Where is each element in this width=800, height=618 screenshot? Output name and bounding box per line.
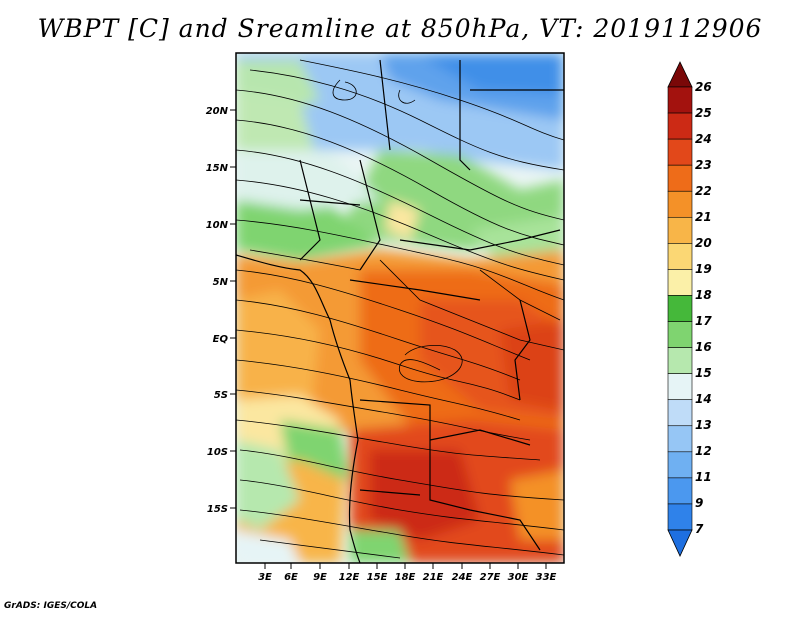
- lon-label-24e: 24E: [452, 572, 473, 583]
- lat-label-20n: 20N: [206, 106, 229, 117]
- colorbar-segment: [667, 86, 693, 114]
- colorbar-segment: [667, 295, 693, 322]
- colorbar-segment: [667, 138, 693, 166]
- colorbar-label-24: 24: [695, 132, 712, 146]
- lon-label-30e: 30E: [508, 572, 529, 583]
- lat-label-15n: 15N: [206, 163, 229, 174]
- colorbar-label-7: 7: [695, 522, 704, 536]
- colorbar-label-12: 12: [695, 444, 712, 458]
- wbpt-color-field: [236, 53, 564, 563]
- lat-label-15s: 15S: [207, 504, 228, 515]
- colorbar-label-14: 14: [695, 392, 712, 406]
- colorbar-label-22: 22: [695, 184, 712, 198]
- colorbar-top-arrow: [667, 61, 693, 88]
- colorbar-label-26: 26: [695, 80, 712, 94]
- colorbar-label-11: 11: [695, 470, 712, 484]
- colorbar-label-15: 15: [695, 366, 712, 380]
- colorbar-label-18: 18: [695, 288, 712, 302]
- latitude-axis: 20N 15N 10N 5N EQ 5S 10S 15S: [206, 106, 236, 515]
- lon-label-9e: 9E: [313, 572, 327, 583]
- lon-label-12e: 12E: [339, 572, 360, 583]
- lon-label-33e: 33E: [536, 572, 557, 583]
- lon-label-6e: 6E: [284, 572, 298, 583]
- colorbar-label-20: 20: [695, 236, 712, 250]
- colorbar-segment: [667, 425, 693, 453]
- chart-title: WBPT [C] and Sreamline at 850hPa, VT: 20…: [37, 14, 763, 43]
- colorbar: 26 25 24 23 22 21 20 19 18 17 16 15 14 1…: [667, 61, 712, 557]
- colorbar-label-9: 9: [695, 496, 703, 510]
- lon-label-15e: 15E: [367, 572, 388, 583]
- colorbar-segment: [667, 190, 693, 218]
- colorbar-label-21: 21: [695, 210, 712, 224]
- colorbar-bottom-arrow: [667, 529, 693, 557]
- lon-label-27e: 27E: [480, 572, 501, 583]
- map-frame: [235, 52, 565, 564]
- colorbar-segment: [667, 451, 693, 479]
- colorbar-segment: [667, 347, 693, 374]
- colorbar-label-17: 17: [695, 314, 712, 328]
- colorbar-segment: [667, 503, 693, 531]
- country-borders: [236, 59, 564, 563]
- colorbar-segment: [667, 399, 693, 427]
- grads-credit: GrADS: IGES/COLA: [4, 601, 98, 611]
- streamlines: [236, 59, 564, 559]
- lon-label-18e: 18E: [395, 572, 416, 583]
- lat-label-eq: EQ: [213, 334, 229, 345]
- colorbar-segments: [667, 86, 693, 531]
- colorbar-label-19: 19: [695, 262, 712, 276]
- longitude-axis: 3E 6E 9E 12E 15E 18E 21E 24E 27E 30E 33E: [258, 563, 557, 583]
- colorbar-label-13: 13: [695, 418, 712, 432]
- colorbar-segment: [667, 216, 693, 244]
- colorbar-segment: [667, 112, 693, 140]
- lat-label-10n: 10N: [206, 220, 229, 231]
- colorbar-segment: [667, 477, 693, 505]
- colorbar-segment: [667, 269, 693, 296]
- colorbar-label-25: 25: [695, 106, 712, 120]
- colorbar-segment: [667, 243, 693, 270]
- lat-label-5s: 5S: [214, 390, 228, 401]
- lon-label-21e: 21E: [423, 572, 444, 583]
- colorbar-label-16: 16: [695, 340, 712, 354]
- colorbar-segment: [667, 373, 693, 401]
- colorbar-segment: [667, 164, 693, 192]
- lat-label-10s: 10S: [207, 447, 228, 458]
- lat-label-5n: 5N: [213, 277, 229, 288]
- colorbar-segment: [667, 321, 693, 348]
- lon-label-3e: 3E: [258, 572, 272, 583]
- colorbar-label-23: 23: [695, 158, 712, 172]
